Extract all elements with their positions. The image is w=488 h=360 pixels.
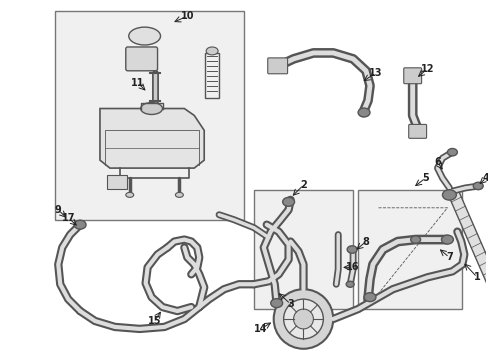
Ellipse shape [447,148,456,156]
Text: 3: 3 [286,299,293,309]
Text: 8: 8 [362,237,369,247]
Ellipse shape [74,220,86,229]
Text: 2: 2 [300,180,306,190]
Text: 17: 17 [61,213,75,223]
Text: 9: 9 [55,205,61,215]
Text: 10: 10 [180,11,194,21]
FancyBboxPatch shape [267,58,287,74]
Text: 13: 13 [368,68,382,78]
Circle shape [283,299,323,339]
Polygon shape [447,188,488,284]
Ellipse shape [441,235,452,244]
Ellipse shape [363,293,375,302]
Text: 15: 15 [147,316,161,326]
Ellipse shape [346,281,353,287]
Circle shape [293,309,313,329]
Ellipse shape [141,103,162,114]
FancyBboxPatch shape [125,47,157,71]
Ellipse shape [282,197,294,206]
Ellipse shape [346,246,356,253]
Ellipse shape [125,192,133,197]
Ellipse shape [128,27,160,45]
Ellipse shape [410,236,420,243]
Circle shape [273,289,333,349]
FancyBboxPatch shape [55,11,244,220]
FancyBboxPatch shape [357,190,461,309]
Text: 14: 14 [254,324,267,334]
Text: 12: 12 [420,64,433,74]
Text: 11: 11 [131,78,144,88]
FancyBboxPatch shape [253,190,352,309]
Text: 7: 7 [445,252,452,262]
Text: 6: 6 [433,157,440,167]
Ellipse shape [357,108,369,117]
Ellipse shape [472,182,482,190]
Ellipse shape [175,192,183,197]
FancyBboxPatch shape [408,125,426,138]
FancyBboxPatch shape [403,68,421,84]
Text: 4: 4 [482,173,488,183]
Polygon shape [100,108,204,168]
Ellipse shape [270,299,282,307]
Text: 16: 16 [346,262,359,273]
Ellipse shape [206,47,218,55]
Ellipse shape [442,190,455,200]
FancyBboxPatch shape [107,175,126,189]
Text: 5: 5 [421,173,428,183]
Text: 1: 1 [473,272,480,282]
